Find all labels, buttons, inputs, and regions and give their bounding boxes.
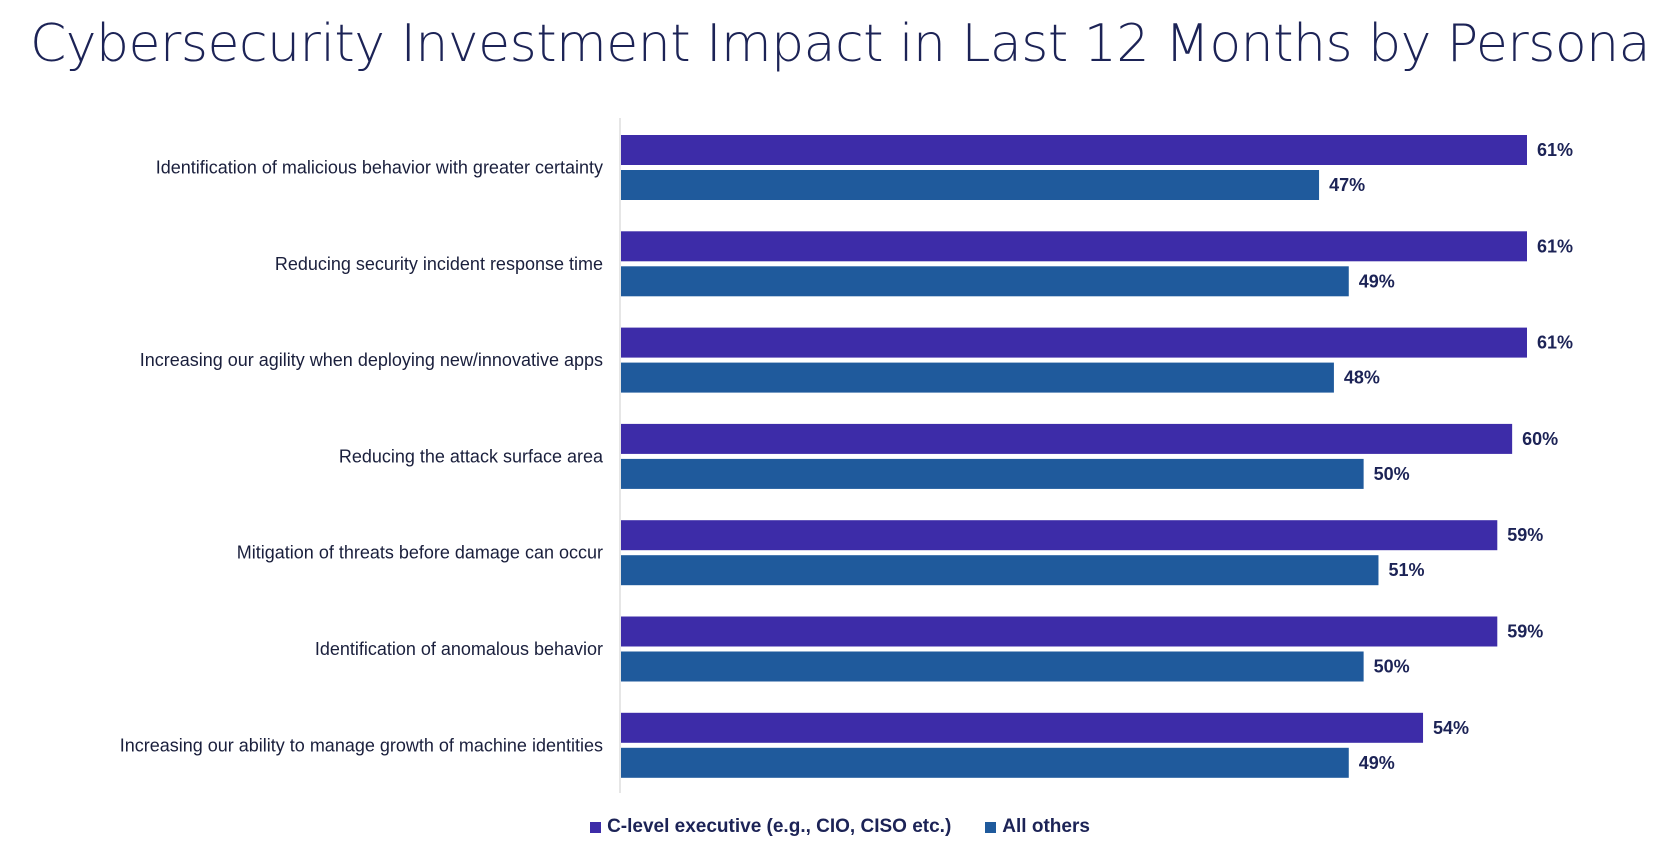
category-label: Identification of anomalous behavior — [315, 639, 603, 659]
data-label-c-level: 59% — [1507, 525, 1543, 545]
data-label-all-others: 50% — [1374, 464, 1410, 484]
data-label-all-others: 48% — [1344, 368, 1380, 388]
data-label-all-others: 49% — [1359, 753, 1395, 773]
category-label: Reducing the attack surface area — [339, 446, 604, 466]
legend-label-c-level: C-level executive (e.g., CIO, CISO etc.) — [607, 816, 952, 837]
legend: C-level executive (e.g., CIO, CISO etc.)… — [0, 816, 1680, 838]
category-label: Increasing our agility when deploying ne… — [140, 350, 603, 370]
data-label-all-others: 51% — [1388, 560, 1424, 580]
data-label-c-level: 59% — [1507, 622, 1543, 642]
bar-all-others — [621, 747, 1349, 778]
data-label-c-level: 61% — [1537, 140, 1573, 160]
bar-all-others — [621, 651, 1364, 682]
legend-label-all-others: All others — [1002, 816, 1090, 837]
bar-c-level — [621, 327, 1527, 358]
category-label: Identification of malicious behavior wit… — [156, 158, 603, 178]
legend-swatch-c-level — [590, 821, 602, 833]
bar-all-others — [621, 266, 1349, 297]
bar-c-level — [621, 712, 1424, 743]
category-label: Increasing our ability to manage growth … — [120, 735, 603, 755]
bar-c-level — [621, 135, 1527, 165]
bar-c-level — [621, 520, 1498, 551]
bar-all-others — [621, 555, 1379, 586]
legend-swatch-all-others — [985, 821, 997, 833]
bar-all-others — [621, 362, 1334, 393]
bar-c-level — [621, 423, 1513, 454]
data-label-c-level: 61% — [1537, 333, 1573, 353]
data-label-c-level: 60% — [1522, 429, 1558, 449]
data-label-all-others: 47% — [1329, 175, 1365, 195]
bar-all-others — [621, 458, 1364, 489]
legend-item-c-level: C-level executive (e.g., CIO, CISO etc.) — [590, 816, 951, 838]
bar-c-level — [621, 231, 1527, 262]
bar-c-level — [621, 616, 1498, 647]
data-label-all-others: 49% — [1359, 271, 1395, 291]
bar-all-others — [621, 170, 1320, 200]
data-label-all-others: 50% — [1374, 657, 1410, 677]
category-label: Mitigation of threats before damage can … — [237, 543, 603, 563]
category-label: Reducing security incident response time — [275, 254, 603, 274]
legend-item-all-others: All others — [985, 816, 1090, 838]
data-label-c-level: 61% — [1537, 236, 1573, 256]
data-label-c-level: 54% — [1433, 718, 1469, 738]
chart-title: Cybersecurity Investment Impact in Last … — [29, 14, 1651, 74]
bars-group: Identification of malicious behavior wit… — [120, 135, 1573, 778]
